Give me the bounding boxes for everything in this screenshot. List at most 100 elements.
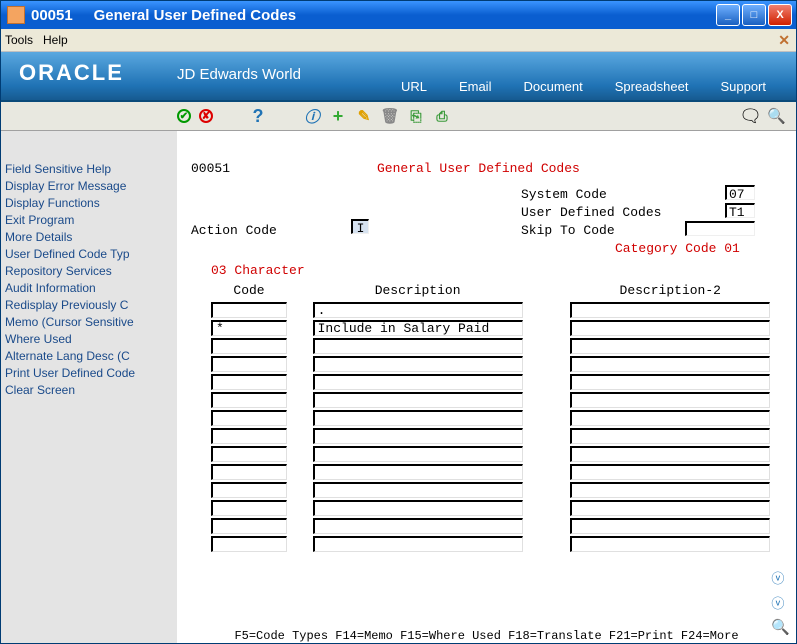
grid-cell[interactable] [313, 410, 523, 426]
ok-icon[interactable]: ✔ [177, 109, 191, 123]
grid-cell[interactable] [313, 356, 523, 372]
scroll-up-icon[interactable]: ⓥ [771, 568, 790, 587]
import-icon[interactable]: ⎙ [433, 107, 451, 125]
grid-cell[interactable] [570, 374, 770, 390]
grid-cell[interactable]: . [313, 302, 523, 318]
sidebar-item[interactable]: Display Functions [1, 195, 177, 212]
skip-field[interactable] [685, 221, 755, 236]
sidebar-item[interactable]: Print User Defined Code [1, 365, 177, 382]
link-email[interactable]: Email [459, 79, 492, 94]
link-url[interactable]: URL [401, 79, 427, 94]
grid-cell[interactable] [211, 446, 287, 462]
window-title: 00051 General User Defined Codes [31, 7, 716, 24]
title-code: 00051 [31, 7, 73, 24]
grid-cell[interactable] [211, 482, 287, 498]
grid-cell[interactable] [313, 428, 523, 444]
grid-cell[interactable] [570, 482, 770, 498]
sidebar-item[interactable]: Clear Screen [1, 382, 177, 399]
maximize-button[interactable]: □ [742, 4, 766, 26]
grid-cell[interactable] [211, 410, 287, 426]
minimize-button[interactable]: _ [716, 4, 740, 26]
grid-cell[interactable] [570, 500, 770, 516]
screen-title: General User Defined Codes [377, 161, 580, 176]
grid-cell[interactable] [570, 428, 770, 444]
app-window: 00051 General User Defined Codes _ □ X T… [0, 0, 797, 644]
grid-cell[interactable] [570, 446, 770, 462]
sidebar-item[interactable]: Exit Program [1, 212, 177, 229]
grid-cell[interactable] [570, 410, 770, 426]
function-keys: F5=Code Types F14=Memo F15=Where Used F1… [177, 629, 796, 643]
grid-cell[interactable] [211, 500, 287, 516]
help-icon[interactable]: ? [249, 107, 267, 125]
grid-cell[interactable] [313, 500, 523, 516]
menu-tools[interactable]: Tools [5, 33, 33, 47]
grid-cell[interactable] [211, 536, 287, 552]
grid-cell[interactable] [313, 374, 523, 390]
grid-cell[interactable] [570, 356, 770, 372]
grid-cell[interactable] [211, 374, 287, 390]
system-code-field[interactable]: 07 [725, 185, 755, 200]
grid-cell[interactable] [570, 536, 770, 552]
scroll-down-icon[interactable]: ⓥ [771, 593, 790, 612]
sidebar-item[interactable]: Memo (Cursor Sensitive [1, 314, 177, 331]
grid-cell[interactable]: Include in Salary Paid [313, 320, 523, 336]
grid-cell[interactable] [211, 464, 287, 480]
grid-cell[interactable] [313, 392, 523, 408]
grid-cell[interactable] [570, 338, 770, 354]
grid-cell[interactable] [211, 428, 287, 444]
delete-icon[interactable]: 🗑 [381, 107, 399, 125]
grid-cell[interactable] [570, 320, 770, 336]
grid-cell[interactable] [570, 392, 770, 408]
grid-cell[interactable] [211, 356, 287, 372]
link-spreadsheet[interactable]: Spreadsheet [615, 79, 689, 94]
export-icon[interactable]: ⎘ [407, 107, 425, 125]
right-scroll-icons: ⓥ ⓥ 🔍 [771, 568, 790, 637]
grid-cell[interactable] [570, 302, 770, 318]
title-text: General User Defined Codes [94, 7, 297, 24]
grid-cell[interactable] [211, 392, 287, 408]
system-code-label: System Code [521, 187, 607, 202]
search-icon[interactable]: 🔍 [767, 107, 786, 125]
sidebar-item[interactable]: Audit Information [1, 280, 177, 297]
grid-cell[interactable] [313, 464, 523, 480]
grid-cell[interactable] [313, 536, 523, 552]
toolbar: ✔ ✘ ? ⓘ + ✎ 🗑 ⎘ ⎙ 🗨 🔍 [1, 102, 796, 131]
grid-cell[interactable] [313, 446, 523, 462]
edit-icon[interactable]: ✎ [355, 107, 373, 125]
notes-icon[interactable]: 🗨 [739, 106, 762, 127]
grid-cell[interactable] [313, 338, 523, 354]
cancel-icon[interactable]: ✘ [199, 109, 213, 123]
window-buttons: _ □ X [716, 4, 792, 26]
sidebar-item[interactable]: Alternate Lang Desc (C [1, 348, 177, 365]
char-label: 03 Character [211, 263, 305, 278]
grid-cell[interactable] [570, 464, 770, 480]
action-code-field[interactable]: I [351, 219, 369, 234]
menu-help[interactable]: Help [43, 33, 68, 47]
col-desc: Description [313, 283, 523, 298]
col-code: Code [211, 283, 287, 298]
grid-cell[interactable] [211, 518, 287, 534]
link-document[interactable]: Document [523, 79, 582, 94]
sidebar-item[interactable]: More Details [1, 229, 177, 246]
udc-field[interactable]: T1 [725, 203, 755, 218]
add-icon[interactable]: + [329, 107, 347, 125]
sidebar-item[interactable]: Where Used [1, 331, 177, 348]
grid-cell[interactable] [570, 518, 770, 534]
sidebar-item[interactable]: User Defined Code Typ [1, 246, 177, 263]
sidebar-item[interactable]: Field Sensitive Help [1, 161, 177, 178]
sidebar-item[interactable]: Display Error Message [1, 178, 177, 195]
menu-right-icon[interactable]: ✕ [778, 32, 790, 49]
grid-cell[interactable] [313, 482, 523, 498]
sidebar-item[interactable]: Redisplay Previously C [1, 297, 177, 314]
close-button[interactable]: X [768, 4, 792, 26]
grid-cell[interactable] [211, 302, 287, 318]
action-code-label: Action Code [191, 223, 277, 238]
grid-cell[interactable]: * [211, 320, 287, 336]
sidebar-item[interactable]: Repository Services [1, 263, 177, 280]
oracle-logo: ORACLE [19, 60, 124, 86]
grid-cell[interactable] [211, 338, 287, 354]
info-icon[interactable]: ⓘ [303, 107, 321, 125]
link-support[interactable]: Support [720, 79, 766, 94]
grid-cell[interactable] [313, 518, 523, 534]
body: Field Sensitive HelpDisplay Error Messag… [1, 131, 796, 644]
